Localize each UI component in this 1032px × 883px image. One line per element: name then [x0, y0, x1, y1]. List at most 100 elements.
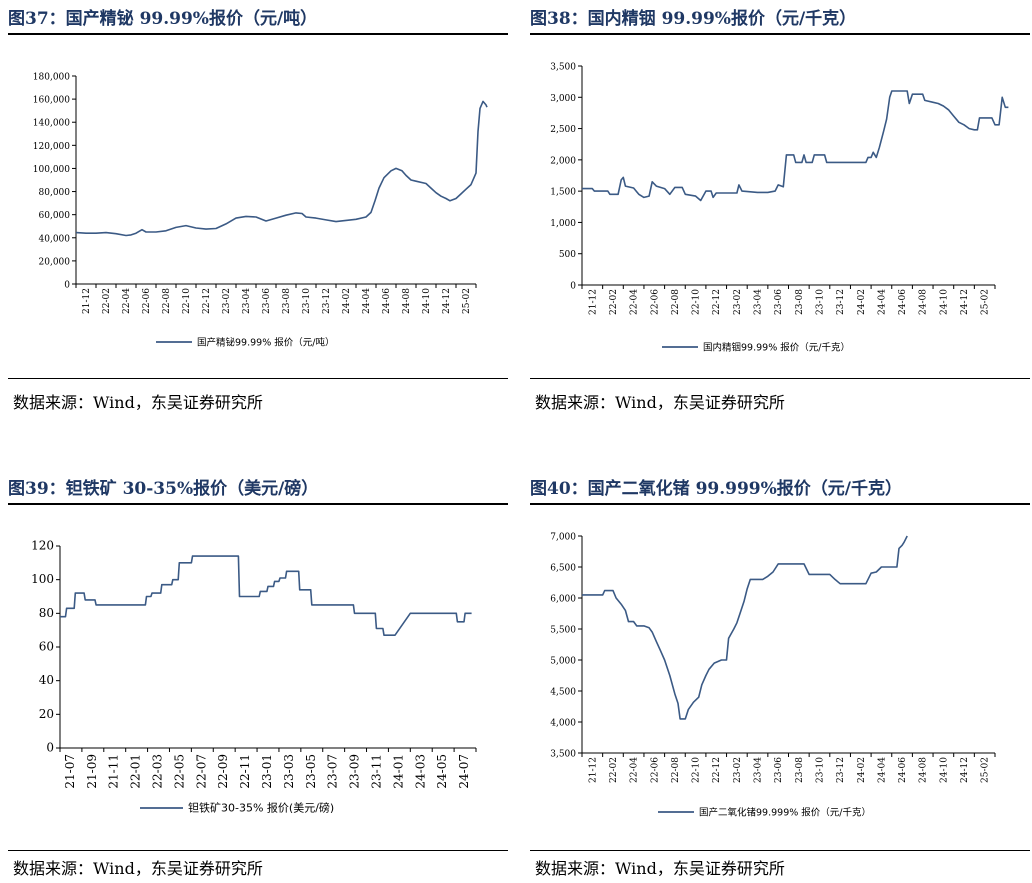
- x-tick-label: 22-05: [172, 754, 186, 789]
- x-tick-label: 22-10: [692, 757, 702, 783]
- chart-37-plot: 0 20,000 40,000 60,000 80,000 100,000 120,000 1…: [33, 73, 488, 349]
- y-tick-label: 20,000: [39, 257, 71, 267]
- y-tick-label: 60,000: [39, 211, 71, 221]
- title-rule: [530, 503, 1030, 505]
- y-tick-label: 4,500: [550, 688, 576, 698]
- x-tick-label: 23-06: [774, 289, 784, 315]
- x-tick-label: 22-03: [151, 754, 165, 789]
- x-tick-label: 24-12: [960, 757, 970, 783]
- x-tick-label: 23-10: [302, 288, 312, 314]
- x-tick-label: 24-06: [898, 757, 908, 783]
- x-tick-label: 22-08: [162, 288, 172, 314]
- x-tick-label: 23-04: [754, 757, 764, 783]
- x-tick-label: 21-09: [85, 754, 99, 789]
- x-tick-label: 24-04: [362, 288, 372, 314]
- y-tick-label: 80: [39, 606, 54, 620]
- x-tick-label: 21-12: [82, 288, 92, 314]
- x-tick-label: 22-06: [650, 289, 660, 315]
- y-tick-label: 4,000: [550, 719, 576, 729]
- x-tick-label: 22-02: [609, 289, 619, 315]
- x-tick-label: 21-11: [107, 754, 121, 789]
- x-tick-label: 24-08: [919, 289, 929, 315]
- x-tick-label: 23-04: [242, 288, 252, 314]
- x-tick-label: 22-11: [238, 754, 252, 789]
- y-tick-label: 60: [39, 640, 54, 654]
- x-tick-label: 22-04: [122, 288, 132, 314]
- title-rule: [8, 33, 508, 35]
- source-note: 数据来源：Wind，东吴证券研究所: [13, 859, 263, 878]
- x-tick-label: 22-12: [712, 757, 722, 783]
- chart-40-plot: 3,500 4,000 4,500 5,000 5,500 6,000 6,500 7,000…: [550, 533, 996, 819]
- x-tick-label: 24-12: [442, 288, 452, 314]
- y-tick-label: 3,500: [550, 63, 576, 73]
- source-rule: [8, 378, 508, 379]
- y-tick-label: 2,000: [550, 156, 576, 166]
- x-tick-label: 22-04: [630, 289, 640, 315]
- x-tick-label: 23-12: [836, 757, 846, 783]
- x-tick-label: 22-02: [102, 288, 112, 314]
- panel-chart-37: 图37：国产精铋 99.99%报价（元/吨） 0 20,000 40,000 60,0…: [8, 4, 508, 412]
- source-note: 数据来源：Wind，东吴证券研究所: [535, 393, 785, 412]
- y-tick-label: 3,500: [550, 750, 576, 760]
- x-tick-label: 24-03: [413, 754, 427, 789]
- y-tick-label: 160,000: [33, 96, 70, 106]
- legend-label: 钽铁矿30-35% 报价(美元/磅): [188, 801, 334, 815]
- x-tick-label: 25-02: [981, 757, 991, 783]
- x-tick-label: 23-12: [836, 289, 846, 315]
- x-tick-label: 24-10: [939, 289, 949, 315]
- x-tick-label: 21-07: [63, 754, 77, 789]
- x-tick-label: 24-05: [435, 754, 449, 789]
- x-tick-label: 25-02: [981, 289, 991, 315]
- x-tick-label: 23-08: [795, 289, 805, 315]
- x-tick-label: 23-10: [815, 757, 825, 783]
- x-tick-label: 24-02: [342, 288, 352, 314]
- x-tick-label: 22-10: [692, 289, 702, 315]
- y-tick-label: 5,500: [550, 626, 576, 636]
- x-tick-label: 24-08: [919, 757, 929, 783]
- x-tick-label: 23-09: [348, 754, 362, 789]
- y-tick-label: 3,000: [550, 94, 576, 104]
- source-note: 数据来源：Wind，东吴证券研究所: [535, 859, 785, 878]
- x-tick-label: 24-04: [877, 289, 887, 315]
- y-tick-label: 180,000: [33, 73, 70, 83]
- x-tick-label: 24-04: [877, 757, 887, 783]
- legend-label: 国产二氧化锗99.999% 报价（元/千克）: [699, 807, 871, 819]
- x-tick-label: 23-12: [322, 288, 332, 314]
- y-tick-label: 80,000: [39, 188, 71, 198]
- chart-38-plot: 0 500 1,000 1,500 2,000 2,500 3,000 3,500 21-12 2…: [550, 63, 1009, 354]
- y-tick-label: 40: [39, 673, 54, 687]
- x-tick-label: 23-06: [262, 288, 272, 314]
- y-tick-label: 5,000: [550, 657, 576, 667]
- x-tick-label: 21-12: [588, 757, 598, 783]
- y-tick-label: 1,500: [550, 188, 576, 198]
- panel-chart-39: 图39：钽铁矿 30-35%报价（美元/磅） 0 20 40 60 80 100 120 21…: [8, 474, 508, 879]
- x-tick-label: 22-10: [182, 288, 192, 314]
- y-tick-label: 1,000: [550, 219, 576, 229]
- title-rule: [8, 503, 508, 505]
- source-note: 数据来源：Wind，东吴证券研究所: [13, 393, 263, 412]
- x-tick-label: 24-02: [857, 757, 867, 783]
- x-tick-label: 22-06: [142, 288, 152, 314]
- series-line: [582, 535, 908, 720]
- y-tick-label: 7,000: [550, 533, 576, 543]
- x-tick-label: 22-07: [194, 754, 208, 789]
- x-tick-label: 23-02: [222, 288, 232, 314]
- x-tick-label: 21-12: [588, 289, 598, 315]
- source-rule: [8, 850, 508, 851]
- x-tick-label: 22-06: [650, 757, 660, 783]
- x-tick-label: 23-05: [304, 754, 318, 789]
- y-tick-label: 100,000: [33, 165, 70, 175]
- x-tick-label: 23-07: [326, 754, 340, 789]
- series-line: [75, 100, 488, 237]
- source-rule: [530, 850, 1030, 851]
- y-tick-label: 40,000: [39, 234, 71, 244]
- x-tick-label: 24-07: [457, 754, 471, 789]
- x-tick-label: 24-10: [422, 288, 432, 314]
- x-tick-label: 22-09: [216, 754, 230, 789]
- x-tick-label: 23-01: [260, 754, 274, 789]
- panel-chart-38: 图38：国内精铟 99.99%报价（元/千克） 0 500 1,000 1,500 2,…: [530, 4, 1030, 412]
- legend-label: 国内精铟99.99% 报价（元/千克）: [703, 342, 850, 354]
- x-tick-label: 23-08: [282, 288, 292, 314]
- x-tick-label: 24-08: [402, 288, 412, 314]
- title-rule: [530, 33, 1030, 35]
